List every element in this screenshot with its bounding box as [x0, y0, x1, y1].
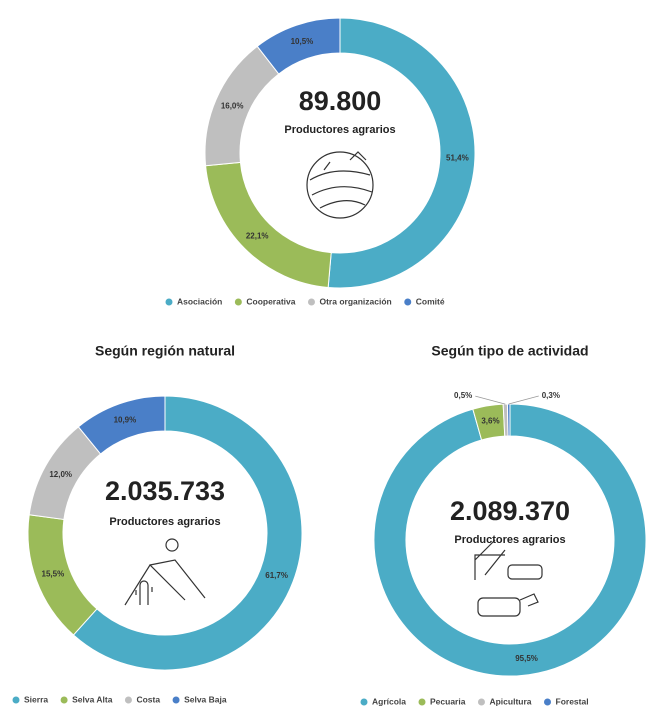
value-label: 22,1% — [246, 231, 269, 240]
legend-dot — [234, 298, 242, 306]
donut-slice — [72, 395, 303, 671]
center-label: Productores agrarios — [284, 124, 395, 136]
value-label: 0,5% — [454, 391, 472, 400]
legend-dot — [544, 698, 551, 706]
leader-line — [508, 395, 539, 405]
legend-dot — [477, 698, 485, 706]
value-label: 15,5% — [42, 569, 65, 578]
legend-dot — [165, 298, 173, 306]
legend-dot — [360, 698, 368, 706]
legend-label: Asociación — [177, 296, 222, 306]
value-label: 61,7% — [265, 571, 288, 580]
legend-dot — [404, 298, 412, 306]
legend-label: Pecuaria — [430, 696, 466, 706]
legend-dot — [60, 696, 68, 704]
legend-label: Comité — [416, 296, 445, 306]
legend-label: Selva Alta — [72, 694, 113, 704]
legend-dot — [418, 698, 426, 706]
value-label: 10,5% — [291, 37, 314, 46]
chart-title: Según tipo de actividad — [431, 343, 588, 359]
livestock-icon — [474, 539, 543, 617]
value-label: 0,3% — [542, 391, 560, 400]
center-value: 2.089.370 — [450, 496, 570, 526]
donut-slice — [373, 403, 647, 677]
legend-dot — [124, 696, 132, 704]
legend-label: Apicultura — [489, 696, 531, 706]
legend-label: Agrícola — [372, 696, 406, 706]
center-label: Productores agrarios — [109, 516, 220, 528]
donut-slice — [506, 403, 511, 437]
value-label: 95,5% — [515, 654, 538, 663]
donut-slice — [77, 395, 166, 455]
legend-dot — [12, 696, 20, 704]
value-label: 51,4% — [446, 153, 469, 162]
donut-slice — [327, 17, 476, 289]
chart-title: Según región natural — [95, 343, 235, 359]
leader-line — [475, 395, 506, 405]
legend-label: Sierra — [24, 694, 48, 704]
value-label: 16,0% — [221, 101, 244, 110]
legend-label: Selva Baja — [184, 694, 227, 704]
legend-label: Forestal — [556, 696, 589, 706]
legend-dot — [307, 298, 315, 306]
legend-label: Cooperativa — [246, 296, 295, 306]
donut-slice — [256, 17, 341, 75]
center-label: Productores agrarios — [454, 534, 565, 546]
donut-slice — [205, 161, 332, 289]
desert-icon — [124, 538, 206, 606]
legend-label: Otra organización — [319, 296, 391, 306]
value-label: 12,0% — [49, 470, 72, 479]
center-value: 89.800 — [299, 86, 382, 116]
farm-icon — [306, 151, 374, 219]
legend-label: Costa — [136, 694, 160, 704]
value-label: 3,6% — [481, 417, 499, 426]
center-value: 2.035.733 — [105, 476, 225, 506]
value-label: 10,9% — [114, 416, 137, 425]
legend-dot — [172, 696, 180, 704]
